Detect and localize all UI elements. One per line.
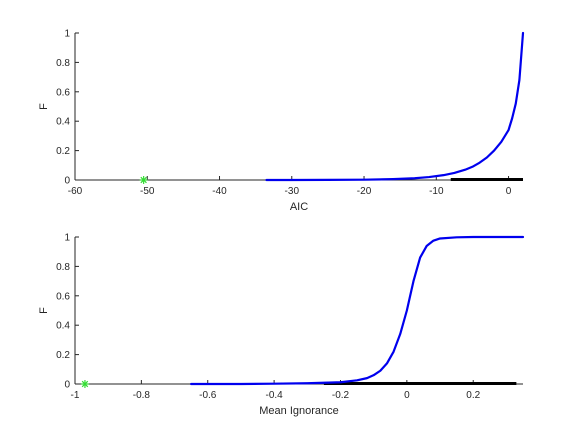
x-tick-label: -30: [285, 186, 300, 197]
x-tick-label: -20: [357, 186, 372, 197]
x-axis-title: Mean Ignorance: [259, 405, 339, 417]
y-tick-label: 0.4: [56, 321, 70, 332]
y-tick-label: 0.8: [56, 262, 70, 273]
sample-rug: [323, 382, 517, 385]
x-tick-label: 0: [506, 186, 512, 197]
x-tick-label: -0.8: [133, 390, 151, 401]
sample-rug: [450, 178, 523, 181]
plot-area: [75, 237, 523, 384]
y-tick-label: 0.4: [56, 117, 70, 128]
x-tick-label: -1: [71, 390, 80, 401]
plot-area: [75, 33, 523, 180]
y-tick-label: 0.2: [56, 146, 70, 157]
x-tick-label: 0.2: [466, 390, 480, 401]
y-tick-label: 0: [64, 380, 70, 391]
mean-ignorance-panel: -1 -0.8 -0.6 -0.4 -0.2 0 0.2 0 0.2 0.4 0.6 0.8 1 Mean…: [38, 233, 525, 417]
y-tick-label: 0.2: [56, 350, 70, 361]
y-tick-label: 0.6: [56, 291, 70, 302]
y-tick-label: 0.8: [56, 58, 70, 69]
x-tick-label: -0.6: [199, 390, 217, 401]
x-tick-label: -60: [68, 186, 83, 197]
y-tick-label: 0.6: [56, 87, 70, 98]
x-axis-title: AIC: [290, 201, 308, 213]
y-tick-label: 1: [64, 29, 70, 40]
y-axis-title: F: [38, 307, 50, 314]
observed-marker: [139, 176, 148, 184]
x-tick-label: -40: [212, 186, 227, 197]
y-tick-label: 0: [64, 176, 70, 187]
aic-panel: -60 -50 -40 -30 -20 -10 0 0 0.2 0.4 0.6 0.8 1 AIC F: [38, 29, 525, 213]
x-tick-label: -10: [429, 186, 444, 197]
cdf-curve: [190, 235, 525, 386]
x-tick-label: -0.2: [332, 390, 350, 401]
observed-marker: [80, 380, 89, 388]
y-tick-label: 1: [64, 233, 70, 244]
cdf-curve: [265, 31, 525, 182]
x-tick-label: -0.4: [265, 390, 283, 401]
y-axis-title: F: [38, 103, 50, 110]
x-tick-label: 0: [404, 390, 410, 401]
x-tick-label: -50: [140, 186, 155, 197]
